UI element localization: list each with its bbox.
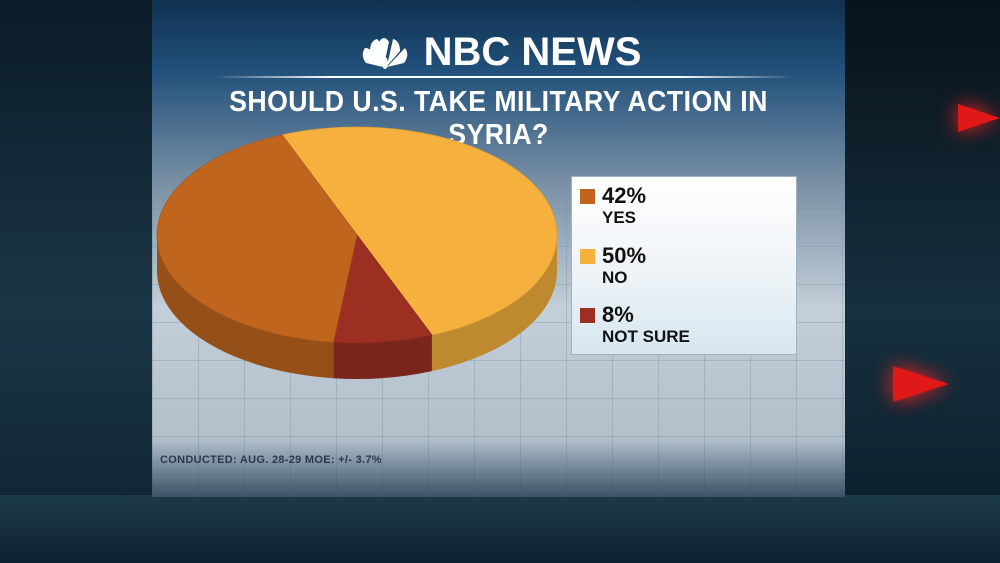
header-rule — [214, 76, 794, 78]
studio-background-bottom — [0, 495, 1000, 563]
pie-wall-yes — [157, 235, 334, 379]
pie-wall-no — [431, 235, 557, 372]
legend-label-yes: YES — [602, 208, 637, 227]
graphic-panel: NBC NEWS SHOULD U.S. TAKE MILITARY ACTIO… — [152, 0, 845, 497]
pie-wall-not-sure — [333, 335, 432, 379]
pie-slice-yes — [156, 134, 358, 343]
chart-title: SHOULD U.S. TAKE MILITARY ACTION IN SYRI… — [229, 86, 768, 151]
panel-shade — [152, 440, 845, 497]
poll-footnote: CONDUCTED: AUG. 28-29 MOE: +/- 3.7% — [160, 454, 382, 466]
red-arrow-decoration — [893, 366, 949, 402]
pie-slice-no — [281, 126, 558, 336]
brand-header: NBC NEWS — [152, 28, 845, 76]
chart-legend: 42% YES 50% NO 8% NOT SURE — [571, 176, 797, 355]
legend-swatch-no — [580, 249, 595, 264]
peacock-icon — [362, 38, 407, 69]
legend-percent-yes: 42% — [602, 183, 647, 208]
legend-swatch-yes — [580, 189, 595, 204]
legend-percent-no: 50% — [602, 243, 647, 268]
legend-percent-not-sure: 8% — [602, 302, 634, 327]
legend-label-no: NO — [602, 268, 628, 287]
legend-swatch-not-sure — [580, 308, 595, 323]
legend-label-not-sure: NOT SURE — [602, 327, 690, 346]
pie-chart — [156, 126, 558, 379]
pie-slice-not-sure — [332, 234, 433, 344]
studio-background-right — [845, 0, 1000, 563]
brand-name: NBC NEWS — [423, 29, 642, 74]
studio-background-left — [0, 0, 152, 563]
red-arrow-decoration — [958, 104, 1000, 132]
